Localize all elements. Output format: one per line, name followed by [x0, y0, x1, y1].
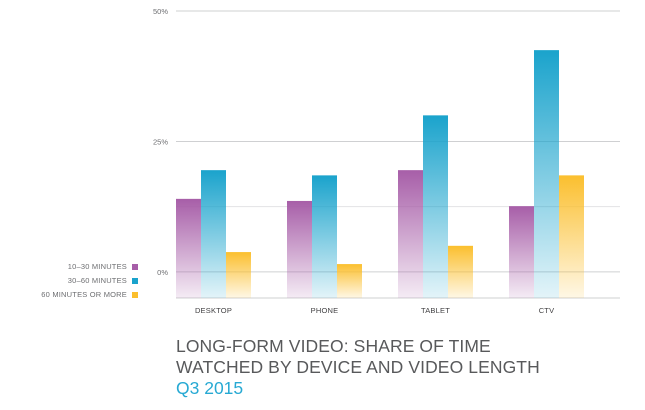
legend: 10–30 MINUTES 30–60 MINUTES 60 MINUTES O… [0, 260, 138, 302]
y-tick-label: 25% [153, 137, 168, 146]
legend-swatch [132, 291, 138, 298]
caption-title-line-1: LONG-FORM VIDEO: SHARE OF TIME [176, 336, 491, 356]
bar-tablet-series-1 [423, 115, 448, 298]
bar-phone-series-0 [287, 200, 312, 298]
legend-label: 60 MINUTES OR MORE [41, 290, 127, 299]
bars [176, 50, 584, 298]
x-tick-label: CTV [539, 306, 555, 315]
bar-tablet-series-2 [448, 245, 473, 298]
bar-phone-series-2 [337, 264, 362, 298]
x-tick-label: TABLET [421, 306, 450, 315]
legend-item-30-60: 30–60 MINUTES [0, 274, 138, 287]
legend-swatch [132, 263, 138, 270]
caption-title-line-2: WATCHED BY DEVICE AND VIDEO LENGTH [176, 357, 540, 377]
legend-label: 10–30 MINUTES [67, 262, 127, 271]
bar-chart: 0% 25% 50% DESKTOP PHONE TABLET CTV [153, 7, 620, 315]
bar-tablet-series-0 [398, 170, 423, 298]
chart-caption: LONG-FORM VIDEO: SHARE OF TIME WATCHED B… [176, 336, 636, 399]
bar-ctv-series-1 [534, 50, 559, 298]
x-tick-label: DESKTOP [195, 306, 232, 315]
legend-label: 30–60 MINUTES [67, 276, 127, 285]
caption-subtitle: Q3 2015 [176, 378, 244, 398]
legend-item-10-30: 10–30 MINUTES [0, 260, 138, 273]
y-tick-label: 0% [157, 268, 168, 277]
bar-desktop-series-1 [201, 170, 226, 298]
bar-phone-series-1 [312, 175, 337, 298]
y-tick-label: 50% [153, 7, 168, 16]
axis-labels: 0% 25% 50% DESKTOP PHONE TABLET CTV [153, 7, 554, 315]
bar-desktop-series-2 [226, 252, 251, 298]
bar-desktop-series-0 [176, 198, 201, 298]
legend-item-60-plus: 60 MINUTES OR MORE [0, 288, 138, 301]
bar-ctv-series-2 [559, 175, 584, 298]
legend-swatch [132, 277, 138, 284]
x-tick-label: PHONE [311, 306, 339, 315]
bar-ctv-series-0 [509, 206, 534, 298]
